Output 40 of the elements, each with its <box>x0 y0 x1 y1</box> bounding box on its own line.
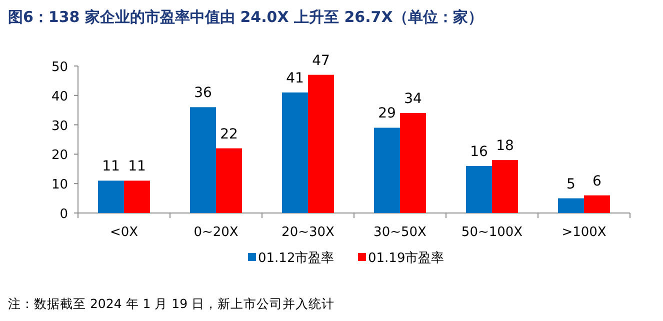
bar <box>98 180 124 213</box>
data-label: 11 <box>102 158 120 175</box>
data-label: 5 <box>566 176 576 192</box>
x-tick-label: 50~100X <box>461 225 523 240</box>
x-tick-label: 20~30X <box>282 225 335 240</box>
x-tick-label: 30~50X <box>374 225 427 240</box>
data-label: 41 <box>286 70 304 86</box>
data-label: 47 <box>312 52 330 69</box>
data-label: 6 <box>592 173 602 190</box>
bar <box>282 92 308 213</box>
data-label: 16 <box>470 144 488 160</box>
y-tick-label: 30 <box>51 118 68 134</box>
data-label: 36 <box>194 85 212 102</box>
bar <box>492 160 518 213</box>
y-tick-label: 20 <box>51 148 68 164</box>
y-tick-label: 50 <box>51 60 68 75</box>
y-tick-label: 0 <box>60 207 68 222</box>
x-tick-label: >100X <box>562 225 606 240</box>
bar <box>216 148 242 213</box>
bar <box>466 166 492 213</box>
data-label: 18 <box>496 138 514 154</box>
bar <box>558 198 584 213</box>
y-tick-label: 10 <box>51 178 68 193</box>
data-label: 22 <box>220 126 238 142</box>
bar <box>308 74 334 213</box>
bar <box>400 113 426 213</box>
legend-label: 01.12市盈率 <box>258 250 334 266</box>
bar <box>190 107 216 213</box>
legend-label: 01.19市盈率 <box>368 250 444 266</box>
chart-title: 图6：138 家企业的市盈率中值由 24.0X 上升至 26.7X（单位：家） <box>8 8 483 26</box>
bar <box>584 195 610 213</box>
data-label: 29 <box>378 106 396 122</box>
bar <box>124 180 150 213</box>
x-tick-label: 0~20X <box>194 225 238 240</box>
bar <box>374 128 400 213</box>
data-label: 34 <box>404 91 422 108</box>
text: 注：数据截至 2024 年 1 月 19 日，新上市公司并入统计 <box>8 296 335 311</box>
x-tick-label: <0X <box>110 225 138 240</box>
y-tick-label: 40 <box>51 89 68 104</box>
data-label: 11 <box>128 158 146 175</box>
